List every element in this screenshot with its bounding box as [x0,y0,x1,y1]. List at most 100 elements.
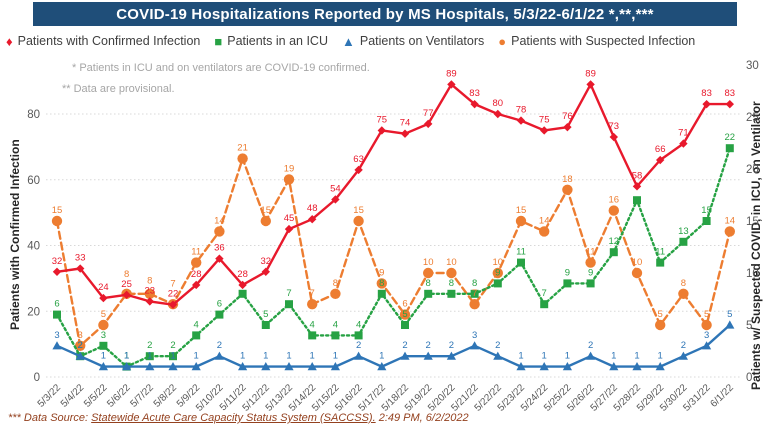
data-point-value-label: 11 [191,247,201,258]
data-point-value-label: 28 [191,269,202,280]
data-point-square [261,321,270,329]
data-point-value-label: 2 [495,340,500,351]
data-point-diamond [632,182,642,191]
data-point-diamond [192,280,201,290]
x-axis-date-label: 5/7/22 [128,382,156,410]
x-axis-date-label: 5/3/22 [36,382,64,410]
data-point-circle [423,267,434,279]
data-point-value-label: 1 [611,351,616,362]
data-point-square [586,279,595,288]
data-point-square [609,248,618,257]
data-point-value-label: 13 [678,226,689,237]
data-point-value-label: 8 [681,278,686,289]
series-line-diamond [55,83,731,306]
legend-item-square: ■ Patients in an ICU [214,34,328,48]
data-point-square [563,279,572,288]
data-point-value-label: 3 [704,330,709,341]
data-point-value-label: 2 [426,340,431,351]
data-point-value-label: 89 [585,68,596,79]
data-point-triangle [330,362,340,371]
x-axis-date-label: 5/5/22 [82,382,110,410]
data-point-value-label: 5 [101,309,106,320]
data-point-value-label: 45 [284,213,295,224]
data-point-value-label: 4 [333,319,338,330]
data-point-value-label: 9 [495,267,500,278]
data-point-value-label: 25 [121,279,132,290]
data-point-value-label: 1 [542,351,547,362]
data-point-value-label: 6 [217,299,222,310]
data-point-value-label: 5 [263,309,268,320]
data-point-circle [283,174,295,185]
data-point-value-label: 77 [423,108,434,119]
data-point-value-label: 75 [539,114,550,125]
data-point-triangle [493,351,503,360]
data-point-diamond [400,129,410,138]
data-point-value-label: 11 [655,247,665,258]
data-point-square [285,300,293,309]
data-point-diamond [308,215,317,224]
data-point-square [354,331,363,340]
data-point-value-label: 1 [565,351,570,362]
data-point-circle [585,257,596,268]
data-point-value-label: 1 [518,351,523,362]
data-point-triangle [122,362,132,371]
data-point-triangle [516,362,526,371]
right-axis-tick-label: 25 [746,112,759,124]
data-point-circle [399,309,411,320]
data-point-square [540,300,549,309]
chart-title-bar: COVID-19 Hospitalizations Reported by MS… [33,2,737,26]
data-point-diamond [215,254,224,263]
data-point-value-label: 15 [261,205,272,216]
data-point-value-label: 10 [423,257,434,268]
data-point-triangle [307,362,317,371]
data-point-circle [446,267,457,279]
data-point-value-label: 32 [52,256,63,267]
data-point-value-label: 10 [493,257,504,268]
data-point-value-label: 5 [658,309,663,320]
data-point-triangle [377,362,387,371]
data-point-value-label: 2 [402,340,407,351]
data-point-value-label: 74 [400,118,411,129]
data-point-value-label: 5 [704,309,709,320]
data-point-value-label: 8 [449,278,454,289]
data-point-diamond [76,264,85,273]
data-point-value-label: 12 [609,236,620,247]
legend-item-triangle: ▲ Patients on Ventilators [342,34,484,48]
data-point-value-label: 1 [170,351,175,362]
data-point-square [633,196,641,205]
data-point-value-label: 76 [562,111,573,122]
data-point-value-label: 2 [588,340,593,351]
data-point-value-label: 8 [333,278,338,289]
data-point-value-label: 4 [310,319,315,330]
data-point-triangle [470,341,480,350]
data-point-diamond [261,267,270,276]
data-point-triangle [191,362,201,371]
data-point-circle [237,153,248,164]
data-point-value-label: 1 [240,351,245,362]
data-point-diamond [516,116,526,125]
data-point-diamond [470,99,479,109]
data-point-value-label: 54 [330,183,341,194]
legend-label: Patients in an ICU [227,34,328,48]
data-point-triangle [168,362,178,371]
data-point-value-label: 83 [725,88,736,99]
data-point-value-label: 1 [379,351,384,362]
data-point-diamond [122,290,131,300]
x-axis-date-label: 6/1/22 [708,382,736,410]
right-axis-tick-label: 30 [746,60,759,72]
data-point-value-label: 15 [701,205,712,216]
data-point-value-label: 2 [78,340,83,351]
data-point-value-label: 9 [565,267,570,278]
data-point-value-label: 7 [170,279,175,290]
data-point-diamond [99,293,108,303]
data-point-triangle [609,362,619,371]
data-point-value-label: 28 [237,269,248,280]
data-point-square [702,217,711,225]
data-point-value-label: 1 [101,351,106,362]
data-point-diamond [540,126,549,135]
right-axis-tick-label: 5 [746,320,752,332]
data-point-diamond [679,139,688,148]
data-point-value-label: 6 [402,299,407,310]
